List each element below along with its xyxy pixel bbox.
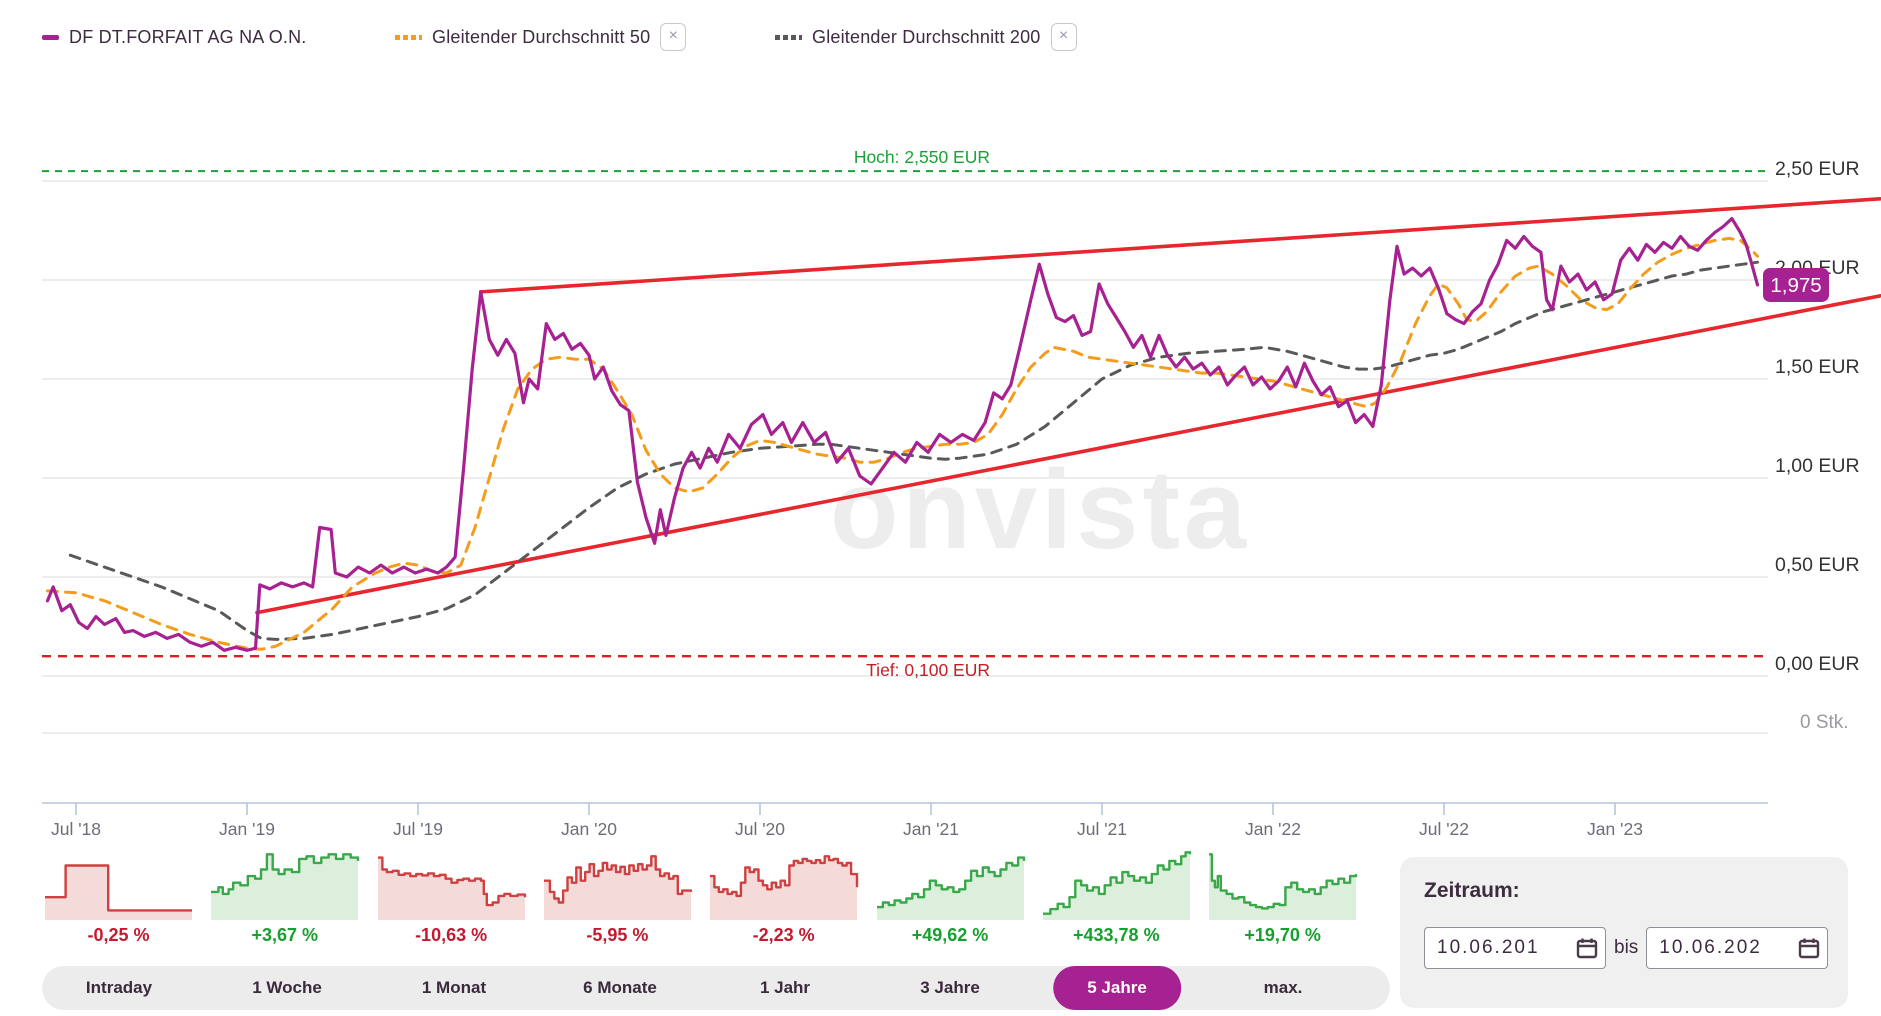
zeitraum-title: Zeitraum: <box>1424 879 1520 902</box>
mini-chart-percent: +433,78 % <box>1073 925 1160 945</box>
period-button-3-jahre[interactable]: 3 Jahre <box>920 978 980 997</box>
volume-axis-label: 0 Stk. <box>1800 712 1849 733</box>
legend-item-price: DF DT.FORFAIT AG NA O.N. <box>42 22 307 52</box>
period-button-5-jahre[interactable]: 5 Jahre <box>1053 966 1181 1010</box>
x-tick-label: Jul '21 <box>1077 819 1127 839</box>
x-tick-label: Jan '20 <box>561 819 617 839</box>
close-icon[interactable]: × <box>1050 23 1077 51</box>
close-icon[interactable]: × <box>660 23 687 51</box>
y-axis-label: 0,00 EUR <box>1775 653 1860 675</box>
mini-chart-percent: -0,25 % <box>87 925 150 945</box>
x-tick-label: Jul '20 <box>735 819 785 839</box>
mini-chart-percent: -10,63 % <box>415 925 488 945</box>
price-series-line <box>45 217 1760 652</box>
date-from-input[interactable]: 10.06.201 <box>1424 927 1606 969</box>
ma50-line <box>46 236 1759 651</box>
legend-swatch-icon <box>395 34 422 40</box>
period-button-max-[interactable]: max. <box>1263 978 1303 997</box>
x-tick-label: Jan '21 <box>903 819 959 839</box>
period-button-1-monat[interactable]: 1 Monat <box>421 978 487 997</box>
mini-chart-5-jahre[interactable] <box>1041 843 1192 921</box>
y-axis-label: 1,50 EUR <box>1775 356 1860 378</box>
legend-item-ma200: Gleitender Durchschnitt 200 × <box>775 22 1077 52</box>
date-range-row: 10.06.201 bis 10.06.202 <box>1424 927 1829 969</box>
mini-chart-3-jahre[interactable] <box>875 843 1026 921</box>
mini-chart-percent: +49,62 % <box>911 925 989 945</box>
calendar-icon[interactable] <box>1797 936 1822 960</box>
high-line-label: Hoch: 2,550 EUR <box>854 147 990 167</box>
period-button-1-jahr[interactable]: 1 Jahr <box>759 978 811 997</box>
mini-chart-1-woche[interactable] <box>209 843 360 921</box>
period-button-6-monate[interactable]: 6 Monate <box>583 978 657 997</box>
legend-swatch-icon <box>775 34 802 40</box>
zeitraum-panel: Zeitraum: 10.06.201 bis 10.06.202 <box>1400 857 1848 1008</box>
x-tick-label: Jul '18 <box>51 819 101 839</box>
price-chart[interactable]: onvista Hoch: 2,550 EUR Tief: 0,100 EUR Jul… <box>0 0 1881 845</box>
calendar-icon[interactable] <box>1575 936 1599 960</box>
last-price-value: 1,975 <box>1770 274 1821 297</box>
x-tick-label: Jul '19 <box>393 819 443 839</box>
period-button-1-woche[interactable]: 1 Woche <box>252 978 322 997</box>
mini-chart-1-jahr[interactable] <box>708 843 859 921</box>
mini-chart-percent: -2,23 % <box>752 925 815 945</box>
last-price-badge <box>1763 267 1829 302</box>
onvista-watermark: onvista <box>830 447 1250 572</box>
legend-label: Gleitender Durchschnitt 50 <box>432 26 651 47</box>
gridlines <box>42 180 1768 734</box>
period-selector-bar: Intraday 1 Woche 1 Monat 6 Monate 1 Jahr 3 Ja… <box>42 966 1390 1010</box>
mini-chart-percent: +19,70 % <box>1244 925 1321 945</box>
x-tick-label: Jan '23 <box>1587 819 1643 839</box>
legend-swatch-icon <box>42 34 59 40</box>
date-from-value: 10.06.201 <box>1437 937 1540 958</box>
legend-item-ma50: Gleitender Durchschnitt 50 × <box>395 22 687 52</box>
mini-chart-intraday[interactable] <box>43 843 194 921</box>
date-to-input[interactable]: 10.06.202 <box>1646 927 1829 969</box>
trendline-lower[interactable] <box>255 294 1881 615</box>
mini-chart-max-[interactable] <box>1207 843 1358 921</box>
ma200-line <box>68 260 1759 641</box>
date-to-value: 10.06.202 <box>1659 937 1762 958</box>
legend-label: DF DT.FORFAIT AG NA O.N. <box>69 26 307 47</box>
trendline-upper[interactable] <box>478 197 1881 294</box>
mini-chart-percent: +3,67 % <box>251 925 319 945</box>
period-button-intraday[interactable]: Intraday <box>85 978 153 997</box>
x-tick-label: Jan '19 <box>219 819 275 839</box>
y-axis-label: 1,00 EUR <box>1775 455 1860 477</box>
y-axis-label: 2,50 EUR <box>1775 158 1860 180</box>
y-axis-label: 0,50 EUR <box>1775 554 1860 576</box>
legend-label: Gleitender Durchschnitt 200 <box>812 26 1041 47</box>
low-line-label: Tief: 0,100 EUR <box>866 660 990 680</box>
mini-chart-percent: -5,95 % <box>586 925 649 945</box>
mini-chart-6-monate[interactable] <box>542 843 693 921</box>
x-tick-label: Jan '22 <box>1245 819 1301 839</box>
x-tick-label: Jul '22 <box>1419 819 1469 839</box>
mini-chart-1-monat[interactable] <box>376 843 527 921</box>
date-range-separator: bis <box>1614 937 1639 958</box>
